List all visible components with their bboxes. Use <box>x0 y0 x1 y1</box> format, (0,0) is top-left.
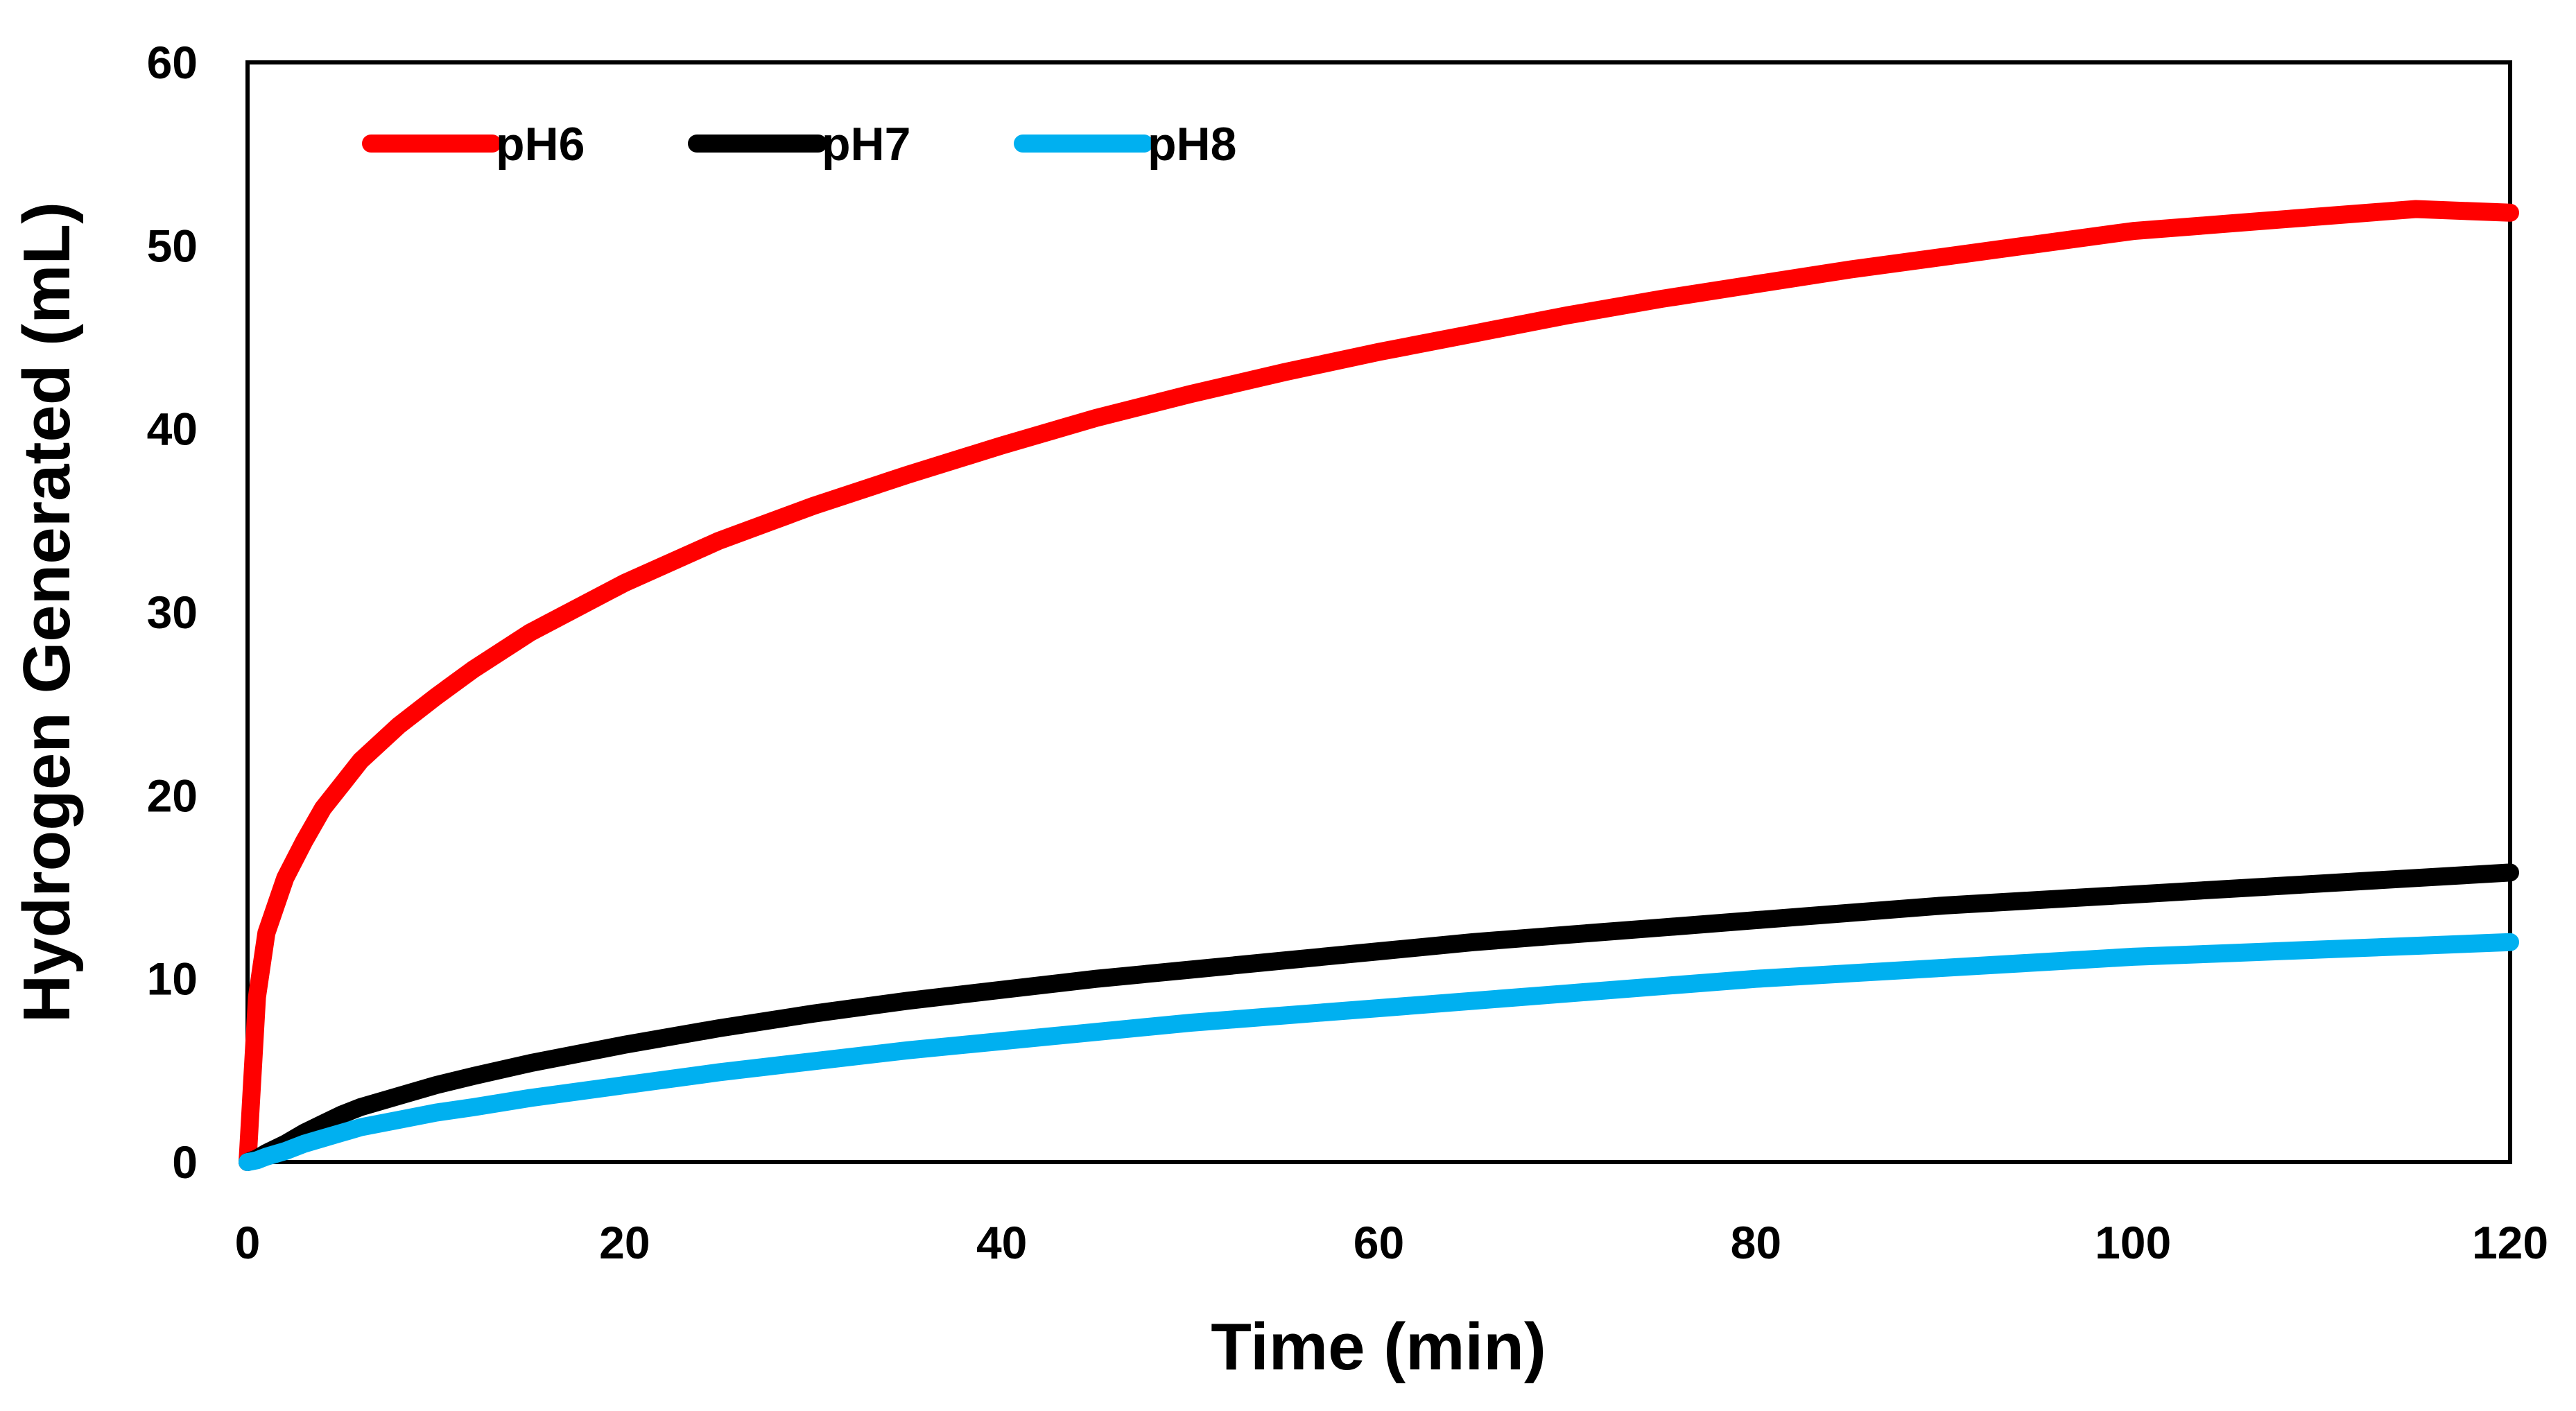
legend: pH6 pH7 pH8 <box>362 118 1236 171</box>
legend-label-ph6: pH6 <box>496 118 585 171</box>
series-line-ph8 <box>239 933 2519 1171</box>
y-axis-title: Hydrogen Generated (mL) <box>10 202 84 1023</box>
x-tick-label: 0 <box>235 1217 261 1268</box>
y-tick-label: 50 <box>147 220 198 271</box>
x-tick-label: 20 <box>599 1217 650 1268</box>
x-tick-label: 60 <box>1354 1217 1404 1268</box>
series-line-ph7 <box>239 863 2519 1171</box>
y-tick-label: 20 <box>147 770 198 821</box>
series-line-ph6 <box>239 200 2519 1171</box>
legend-label-ph8: pH8 <box>1148 118 1236 171</box>
x-tick-label: 120 <box>2472 1217 2548 1268</box>
x-tick-label: 80 <box>1731 1217 1781 1268</box>
y-tick-labels: 0 10 20 30 40 50 60 <box>147 37 198 1188</box>
plot-frame <box>245 60 2512 1164</box>
x-tick-label: 100 <box>2095 1217 2171 1268</box>
x-tick-label: 40 <box>976 1217 1027 1268</box>
y-tick-label: 40 <box>147 404 198 455</box>
y-tick-label: 0 <box>172 1136 198 1188</box>
x-axis-title: Time (min) <box>1211 1310 1546 1384</box>
x-tick-labels: 0 20 40 60 80 100 120 <box>235 1217 2548 1268</box>
y-tick-label: 60 <box>147 37 198 88</box>
series-layer <box>239 200 2519 1171</box>
y-tick-label: 30 <box>147 587 198 638</box>
legend-label-ph7: pH7 <box>822 118 910 171</box>
y-tick-label: 10 <box>147 953 198 1005</box>
